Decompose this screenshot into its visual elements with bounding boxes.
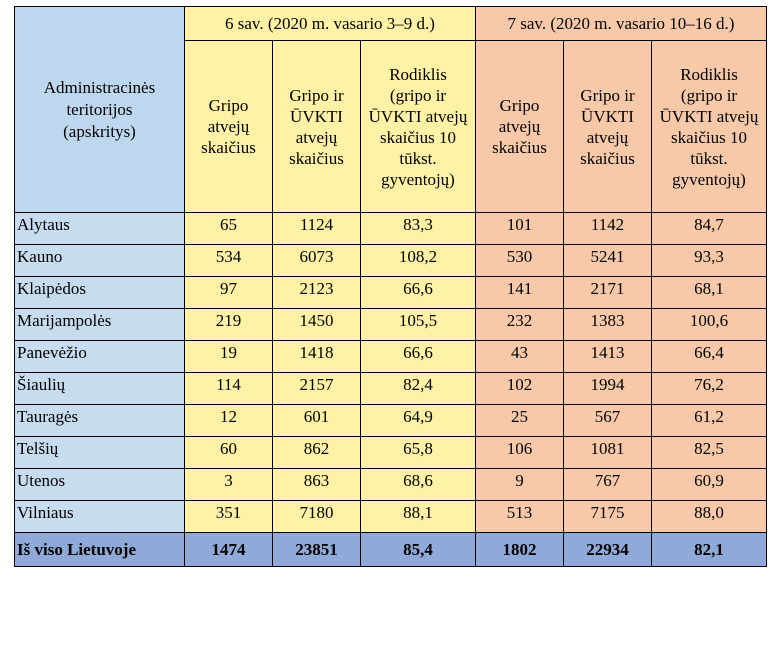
week7-flu-uvkti-cases-cell: 7175 xyxy=(563,500,652,533)
region-name: Marijampolės xyxy=(14,308,185,341)
week7-flu-cases-cell: 101 xyxy=(475,212,564,245)
week7-flu-cases-cell: 106 xyxy=(475,436,564,469)
week7-flu-cases-cell: 9 xyxy=(475,468,564,501)
week6-rate-cell: 85,4 xyxy=(360,532,476,567)
week6-flu-cases-cell: 3 xyxy=(184,468,273,501)
week6-rate-cell: 105,5 xyxy=(360,308,476,341)
week6-rate-cell: 88,1 xyxy=(360,500,476,533)
week6-flu-cases-cell: 351 xyxy=(184,500,273,533)
week7-flu-uvkti-cases-cell: 1413 xyxy=(563,340,652,373)
week6-header: 6 sav. (2020 m. vasario 3–9 d.) xyxy=(184,6,476,41)
week7-flu-uvkti-cases-cell: 1383 xyxy=(563,308,652,341)
week7-flu-uvkti-cases-cell: 567 xyxy=(563,404,652,437)
week7-flu-uvkti-cases-cell: 22934 xyxy=(563,532,652,567)
week7-flu-uvkti-cases-header: Gripo ir ŪVKTI atvejų skaičius xyxy=(563,40,652,213)
table-row: Utenos 3 863 68,6 9 767 60,9 xyxy=(14,468,767,501)
week7-header: 7 sav. (2020 m. vasario 10–16 d.) xyxy=(475,6,767,41)
table-row: Telšių 60 862 65,8 106 1081 82,5 xyxy=(14,436,767,469)
week6-flu-uvkti-cases-cell: 7180 xyxy=(272,500,361,533)
week7-flu-uvkti-cases-cell: 1994 xyxy=(563,372,652,405)
week7-flu-cases-cell: 102 xyxy=(475,372,564,405)
week7-rate-cell: 76,2 xyxy=(651,372,767,405)
table-row: Panevėžio 19 1418 66,6 43 1413 66,4 xyxy=(14,340,767,373)
table-row: Alytaus 65 1124 83,3 101 1142 84,7 xyxy=(14,212,767,245)
table-row: Vilniaus 351 7180 88,1 513 7175 88,0 xyxy=(14,500,767,533)
week7-rate-cell: 100,6 xyxy=(651,308,767,341)
week6-flu-uvkti-cases-cell: 2157 xyxy=(272,372,361,405)
week7-flu-cases-cell: 232 xyxy=(475,308,564,341)
week6-rate-cell: 83,3 xyxy=(360,212,476,245)
week7-flu-uvkti-cases-cell: 2171 xyxy=(563,276,652,309)
region-name: Panevėžio xyxy=(14,340,185,373)
week6-flu-cases-cell: 1474 xyxy=(184,532,273,567)
region-name: Utenos xyxy=(14,468,185,501)
week6-flu-uvkti-cases-cell: 601 xyxy=(272,404,361,437)
total-row: Iš viso Lietuvoje 1474 23851 85,4 1802 22934 8… xyxy=(14,532,767,567)
week7-flu-cases-cell: 43 xyxy=(475,340,564,373)
week6-flu-cases-header: Gripo atvejų skaičius xyxy=(184,40,273,213)
week6-rate-cell: 68,6 xyxy=(360,468,476,501)
week7-flu-uvkti-cases-cell: 1142 xyxy=(563,212,652,245)
week7-rate-cell: 84,7 xyxy=(651,212,767,245)
table-row: Marijampolės 219 1450 105,5 232 1383 100,6 xyxy=(14,308,767,341)
week6-rate-cell: 82,4 xyxy=(360,372,476,405)
week6-flu-cases-cell: 114 xyxy=(184,372,273,405)
week6-flu-cases-cell: 219 xyxy=(184,308,273,341)
week7-rate-cell: 60,9 xyxy=(651,468,767,501)
table-row: Klaipėdos 97 2123 66,6 141 2171 68,1 xyxy=(14,276,767,309)
week7-flu-cases-cell: 530 xyxy=(475,244,564,277)
week6-flu-uvkti-cases-cell: 1450 xyxy=(272,308,361,341)
week7-rate-cell: 66,4 xyxy=(651,340,767,373)
week6-flu-cases-cell: 19 xyxy=(184,340,273,373)
week6-rate-cell: 108,2 xyxy=(360,244,476,277)
week7-flu-cases-cell: 141 xyxy=(475,276,564,309)
total-label: Iš viso Lietuvoje xyxy=(14,532,185,567)
week6-flu-uvkti-cases-cell: 6073 xyxy=(272,244,361,277)
week6-flu-uvkti-cases-cell: 1124 xyxy=(272,212,361,245)
week7-flu-cases-cell: 1802 xyxy=(475,532,564,567)
week6-flu-uvkti-cases-cell: 862 xyxy=(272,436,361,469)
week6-flu-uvkti-cases-cell: 1418 xyxy=(272,340,361,373)
week7-rate-header: Rodiklis (gripo ir ŪVKTI atvejų skaičius… xyxy=(651,40,767,213)
region-name: Vilniaus xyxy=(14,500,185,533)
region-name: Kauno xyxy=(14,244,185,277)
week7-rate-cell: 61,2 xyxy=(651,404,767,437)
week7-flu-uvkti-cases-cell: 767 xyxy=(563,468,652,501)
region-name: Klaipėdos xyxy=(14,276,185,309)
week6-rate-header: Rodiklis (gripo ir ŪVKTI atvejų skaičius… xyxy=(360,40,476,213)
week6-flu-uvkti-cases-header: Gripo ir ŪVKTI atvejų skaičius xyxy=(272,40,361,213)
week7-flu-uvkti-cases-cell: 5241 xyxy=(563,244,652,277)
week6-flu-uvkti-cases-cell: 23851 xyxy=(272,532,361,567)
week7-rate-cell: 68,1 xyxy=(651,276,767,309)
week7-flu-cases-cell: 25 xyxy=(475,404,564,437)
table-row: Tauragės 12 601 64,9 25 567 61,2 xyxy=(14,404,767,437)
week6-rate-cell: 66,6 xyxy=(360,340,476,373)
week6-rate-cell: 66,6 xyxy=(360,276,476,309)
region-column-header: Administracinės teritorijos (apskritys) xyxy=(14,6,185,213)
week7-rate-cell: 82,5 xyxy=(651,436,767,469)
week6-rate-cell: 65,8 xyxy=(360,436,476,469)
week7-rate-cell: 93,3 xyxy=(651,244,767,277)
table-row: Kauno 534 6073 108,2 530 5241 93,3 xyxy=(14,244,767,277)
week6-flu-cases-cell: 60 xyxy=(184,436,273,469)
week6-flu-uvkti-cases-cell: 863 xyxy=(272,468,361,501)
week6-flu-uvkti-cases-cell: 2123 xyxy=(272,276,361,309)
region-name: Tauragės xyxy=(14,404,185,437)
week7-rate-cell: 82,1 xyxy=(651,532,767,567)
region-name: Šiaulių xyxy=(14,372,185,405)
table-row: Šiaulių 114 2157 82,4 102 1994 76,2 xyxy=(14,372,767,405)
region-name: Telšių xyxy=(14,436,185,469)
week6-flu-cases-cell: 97 xyxy=(184,276,273,309)
week7-rate-cell: 88,0 xyxy=(651,500,767,533)
week7-flu-cases-cell: 513 xyxy=(475,500,564,533)
week6-rate-cell: 64,9 xyxy=(360,404,476,437)
week7-flu-cases-header: Gripo atvejų skaičius xyxy=(475,40,564,213)
week6-flu-cases-cell: 65 xyxy=(184,212,273,245)
week6-flu-cases-cell: 12 xyxy=(184,404,273,437)
week7-flu-uvkti-cases-cell: 1081 xyxy=(563,436,652,469)
region-name: Alytaus xyxy=(14,212,185,245)
week6-flu-cases-cell: 534 xyxy=(184,244,273,277)
flu-statistics-table: Administracinės teritorijos (apskritys) … xyxy=(14,6,767,567)
